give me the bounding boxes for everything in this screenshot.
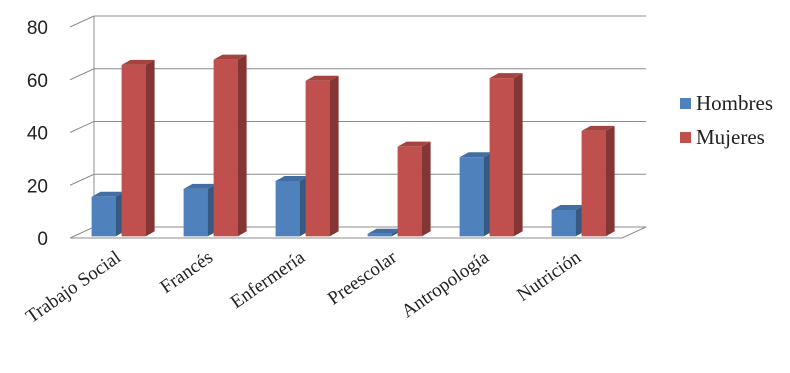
bar-side-mujeres-0 (145, 59, 155, 237)
bar-top-mujeres-4 (489, 73, 523, 79)
bar-hombres-0 (91, 196, 116, 237)
bar-side-mujeres-5 (605, 125, 615, 237)
bar-top-hombres-0 (91, 191, 125, 197)
bar-top-mujeres-5 (581, 125, 615, 131)
bar-hombres-1 (183, 188, 208, 237)
bar-top-mujeres-1 (213, 54, 247, 60)
floor-right-edge (621, 226, 647, 239)
bar-top-mujeres-0 (121, 59, 155, 65)
y-tick-label: 80 (27, 18, 48, 39)
bar-side-mujeres-3 (421, 141, 431, 237)
grid-layer (69, 15, 647, 239)
bar-top-mujeres-3 (397, 141, 431, 147)
bar-top-hombres-1 (183, 183, 217, 189)
legend-label-mujeres: Mujeres (696, 125, 765, 149)
bar-mujeres-3 (397, 146, 422, 237)
bar-mujeres-1 (213, 59, 238, 237)
legend-swatch-hombres (680, 98, 691, 109)
y-tick-label: 20 (27, 176, 48, 197)
bar-mujeres-2 (305, 80, 330, 237)
bar-top-mujeres-2 (305, 75, 339, 81)
legend: Hombres Mujeres (680, 91, 773, 149)
x-tick-label: Enfermería (227, 247, 310, 314)
legend-label-hombres: Hombres (696, 91, 773, 115)
y-tick-label: 40 (27, 124, 48, 145)
bar-mujeres-0 (121, 64, 146, 237)
bar-side-mujeres-4 (513, 73, 523, 237)
x-tick-label: Trabajo Social (22, 247, 125, 328)
x-tick-label: Preescolar (324, 247, 401, 310)
bar-hombres-4 (459, 157, 484, 237)
bar-hombres-2 (275, 180, 300, 237)
bar-top-hombres-3 (367, 228, 401, 234)
bar-side-mujeres-1 (237, 54, 247, 237)
x-tick-label: Francés (156, 247, 216, 298)
gridline-wall (69, 121, 95, 133)
bar-top-hombres-5 (551, 204, 585, 210)
bars-layer (91, 54, 615, 237)
bar-mujeres-4 (489, 78, 514, 237)
y-tick-label: 0 (37, 229, 48, 250)
legend-swatch-mujeres (680, 132, 691, 143)
gridline-wall (69, 226, 95, 239)
x-tick-label: Nutrición (513, 247, 585, 306)
bar-top-hombres-2 (275, 175, 309, 181)
gridline-wall (69, 68, 95, 81)
bar-side-mujeres-2 (329, 75, 339, 237)
x-tick-label: Antropología (398, 247, 494, 323)
y-tick-label: 60 (27, 71, 48, 92)
gridline-wall (69, 173, 95, 186)
gridline-wall (69, 15, 95, 28)
bar-hombres-3 (367, 233, 392, 237)
bar-top-hombres-4 (459, 152, 493, 158)
bar-mujeres-5 (581, 130, 606, 237)
bar-hombres-5 (551, 209, 576, 237)
